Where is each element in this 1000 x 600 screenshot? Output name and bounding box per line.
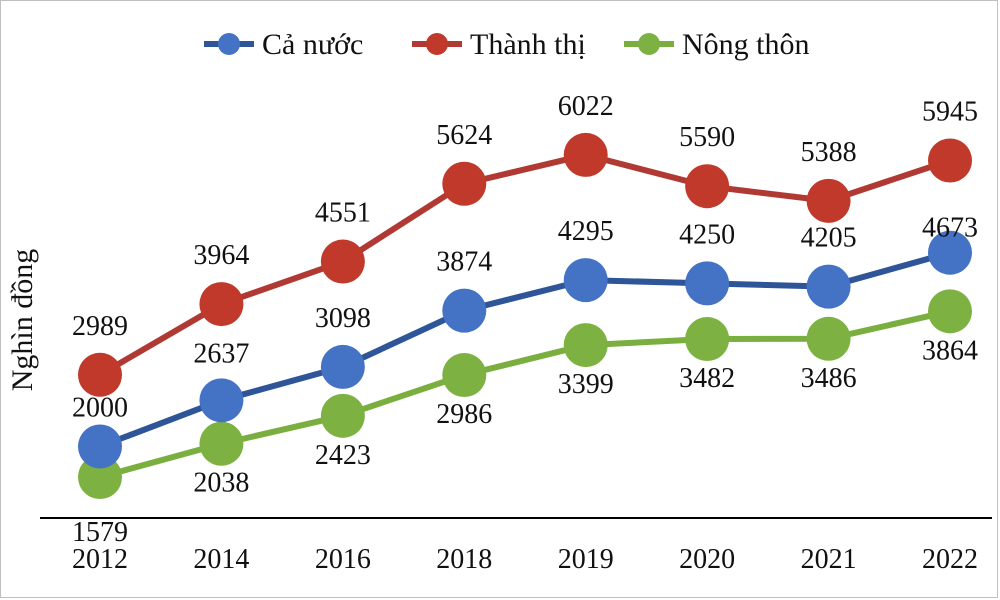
data-point-0-5: [685, 261, 730, 306]
series-0: [78, 230, 972, 469]
data-label-2-5: 3482: [679, 363, 735, 394]
data-point-0-0: [78, 424, 122, 469]
data-label-2-0: 1579: [72, 517, 128, 548]
data-point-2-6: [806, 316, 851, 361]
data-point-1-0: [78, 352, 122, 397]
data-point-1-4: [563, 132, 608, 177]
data-label-2-1: 2038: [193, 468, 249, 499]
data-label-0-1: 2637: [193, 338, 249, 369]
data-point-2-4: [563, 323, 608, 368]
data-label-0-2: 3098: [315, 303, 371, 334]
data-labels: 2000 2637 3098 3874 4295 4250 4205 4673 2989 3964…: [72, 91, 978, 548]
data-label-1-1: 3964: [193, 240, 249, 271]
legend-label-1: Thành thị: [470, 28, 586, 61]
data-point-0-6: [806, 264, 851, 309]
data-label-2-3: 2986: [436, 399, 492, 430]
data-point-1-2: [320, 239, 365, 284]
data-label-1-0: 2989: [72, 311, 128, 342]
data-label-0-4: 4295: [558, 216, 614, 247]
data-label-0-7: 4673: [922, 213, 978, 244]
legend: Cả nước Thành thị Nông thôn: [204, 28, 810, 61]
data-point-2-7: [928, 289, 972, 334]
legend-label-2: Nông thôn: [682, 28, 810, 61]
data-label-1-7: 5945: [922, 96, 978, 127]
data-label-2-6: 3486: [801, 363, 857, 394]
data-label-1-6: 5388: [801, 137, 857, 168]
legend-label-0: Cả nước: [262, 28, 363, 61]
legend-marker-1: [426, 33, 448, 55]
data-label-1-4: 6022: [558, 91, 614, 122]
x-tick-label-2012: 2012: [72, 544, 128, 575]
data-point-0-4: [563, 258, 608, 303]
data-point-1-5: [685, 164, 730, 209]
data-label-1-2: 4551: [315, 198, 371, 229]
legend-item-1: Thành thị: [412, 28, 586, 61]
data-label-2-2: 2423: [315, 440, 371, 471]
x-axis-ticks: 2012 2014 2016 2018 2019 2020 2021 2022: [72, 544, 978, 575]
data-label-0-6: 4205: [801, 223, 857, 254]
x-tick-label-2018: 2018: [436, 544, 492, 575]
data-point-0-1: [199, 378, 244, 423]
series-2: [78, 289, 972, 500]
data-point-2-1: [199, 421, 244, 466]
data-label-2-4: 3399: [558, 369, 614, 400]
x-tick-label-2020: 2020: [679, 544, 735, 575]
y-axis-title: Nghìn đồng: [6, 249, 39, 392]
data-label-0-3: 3874: [436, 247, 492, 278]
x-tick-label-2014: 2014: [193, 544, 249, 575]
legend-marker-0: [218, 33, 240, 55]
data-point-2-2: [320, 393, 365, 438]
legend-item-0: Cả nước: [204, 28, 363, 61]
data-point-0-7: [928, 230, 972, 275]
series-1: [78, 132, 972, 397]
data-label-0-5: 4250: [679, 219, 735, 250]
x-tick-label-2019: 2019: [558, 544, 614, 575]
data-point-2-3: [442, 353, 487, 398]
data-label-1-3: 5624: [436, 120, 492, 151]
data-point-1-1: [199, 282, 244, 327]
data-point-2-0: [78, 455, 122, 500]
data-point-0-2: [320, 344, 365, 389]
data-point-1-6: [806, 178, 851, 223]
x-tick-label-2022: 2022: [922, 544, 978, 575]
legend-item-2: Nông thôn: [624, 28, 810, 61]
data-point-0-3: [442, 288, 487, 333]
series-layer: [78, 132, 972, 500]
data-point-1-7: [928, 138, 972, 183]
x-tick-label-2021: 2021: [801, 544, 857, 575]
legend-marker-2: [638, 33, 660, 55]
x-tick-label-2016: 2016: [315, 544, 371, 575]
data-point-1-3: [442, 161, 487, 206]
data-point-2-5: [685, 317, 730, 362]
data-label-2-7: 3864: [922, 335, 978, 366]
data-label-0-0: 2000: [72, 393, 128, 424]
data-label-1-5: 5590: [679, 122, 735, 153]
